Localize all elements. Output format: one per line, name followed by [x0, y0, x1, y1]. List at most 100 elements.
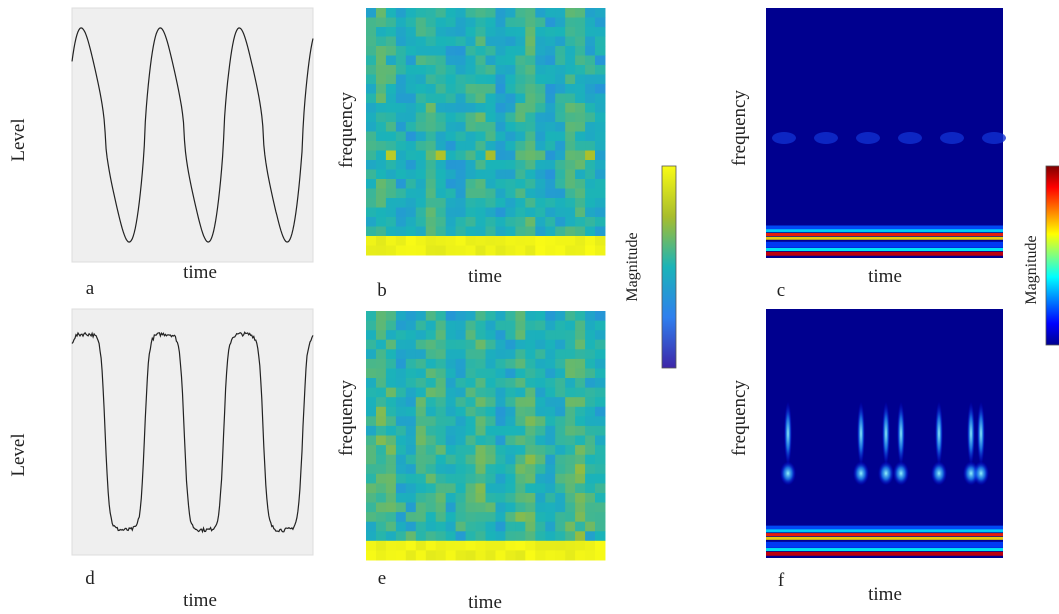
spectrogram-cell [585, 397, 596, 408]
plot-area [71, 7, 314, 263]
spectrogram-cell [415, 245, 427, 256]
spectrogram-cell [525, 46, 536, 56]
spectrogram-cell [455, 226, 467, 237]
spectrogram-cell [565, 406, 576, 417]
spectrogram-cell [525, 406, 536, 417]
spectrogram-cell [385, 74, 397, 85]
spectrogram-cell [575, 521, 586, 532]
spectrogram-cell [475, 416, 486, 427]
spectrogram-cell [475, 207, 486, 218]
spectrogram-cell [595, 245, 606, 256]
spectrogram-cell [555, 502, 566, 513]
spectrogram-cell [525, 416, 536, 427]
spectrogram-cell [455, 198, 467, 208]
spectrogram-cell [595, 416, 606, 427]
spectrogram-cell [555, 112, 566, 123]
spectrogram-cell [376, 320, 387, 331]
panel-label: d [85, 568, 95, 589]
spectrogram-cell [565, 387, 576, 398]
spectrogram-cell [445, 179, 457, 189]
spectrogram-cell [525, 131, 536, 142]
spectrogram-cell [465, 150, 477, 161]
spectrogram-cell [366, 112, 377, 123]
spectrogram-cell [545, 65, 556, 75]
spectrogram-cell [515, 531, 526, 542]
spectrogram-cell [425, 339, 437, 350]
spectrogram-cell [366, 84, 377, 94]
spectrogram-cell [415, 169, 427, 180]
spectrogram-cell [366, 188, 377, 199]
spectrogram-cell [505, 330, 516, 341]
spectrogram-cell [435, 93, 447, 104]
spectrogram-cell [465, 84, 477, 94]
spectrogram-cell [505, 473, 516, 484]
spectrogram-cell [495, 464, 506, 475]
spectrogram-cell [515, 493, 526, 504]
spectrogram-cell [515, 311, 526, 322]
scalogram [766, 8, 1003, 258]
spectrogram-cell [445, 330, 457, 341]
spectrogram-cell [565, 160, 576, 170]
spectrogram-cell [495, 112, 506, 123]
spectrogram-cell [535, 320, 546, 331]
spectrogram-cell [555, 226, 566, 237]
spectrogram-cell [595, 502, 606, 513]
spectrogram-cell [525, 65, 536, 75]
colorbar [1045, 165, 1059, 346]
spectrogram-cell [495, 473, 506, 484]
y-axis-label: frequency [336, 380, 357, 456]
spectrogram-cell [485, 84, 496, 94]
spectrogram-cell [485, 27, 496, 37]
spectrogram-cell [515, 502, 526, 513]
spectrogram-cell [545, 179, 556, 189]
spectrogram-cell [415, 378, 427, 389]
spectrogram-cell [366, 358, 377, 369]
spectrogram-cell [565, 330, 576, 341]
spectrogram-cell [505, 198, 516, 208]
spectrogram-cell [545, 122, 556, 132]
spectrogram-cell [595, 112, 606, 123]
spectrogram-cell [425, 169, 437, 180]
spectrogram-cell [515, 406, 526, 417]
spectrogram-cell [485, 464, 496, 475]
spectrogram-cell [485, 512, 496, 523]
spectrogram-cell [366, 540, 377, 551]
spectrogram-cell [565, 368, 576, 379]
spectrogram-cell [376, 531, 387, 542]
spectrogram-cell [376, 425, 387, 436]
spectrogram-cell [385, 512, 397, 523]
spectrogram-cell [376, 160, 387, 170]
spectrogram-cell [555, 103, 566, 113]
spectrogram-cell [485, 416, 496, 427]
spectrogram-cell [535, 84, 546, 94]
spectrogram-cell [366, 387, 377, 398]
spectrogram-cell [545, 112, 556, 123]
spectrogram-cell [435, 55, 447, 66]
spectrogram-cell [366, 8, 377, 18]
spectrogram-cell [525, 521, 536, 532]
spectrogram-cell [425, 464, 437, 475]
spectrogram-cell [555, 207, 566, 218]
spectrogram-cell [376, 8, 387, 18]
spectrogram-cell [435, 454, 447, 465]
spectrogram-cell [366, 493, 377, 504]
spectrogram-cell [435, 74, 447, 85]
spectrogram-cell [445, 406, 457, 417]
spectrogram-cell [555, 540, 566, 551]
spectrogram-cell [455, 188, 467, 199]
spectrogram-cell [545, 198, 556, 208]
spectrogram-cell [415, 425, 427, 436]
spectrogram-cell [535, 349, 546, 360]
spectrogram-cell [405, 74, 417, 85]
spectrogram-cell [505, 454, 516, 465]
spectrogram-cell [505, 406, 516, 417]
spectrogram-cell [565, 141, 576, 151]
spectrogram-cell [385, 397, 397, 408]
spectrogram-cell [575, 473, 586, 484]
spectrogram-cell [455, 245, 467, 256]
spectrogram-cell [445, 521, 457, 532]
spectrogram-cell [535, 416, 546, 427]
spectrogram-cell [385, 103, 397, 113]
spectrogram-cell [455, 74, 467, 85]
spectrogram-cell [376, 473, 387, 484]
